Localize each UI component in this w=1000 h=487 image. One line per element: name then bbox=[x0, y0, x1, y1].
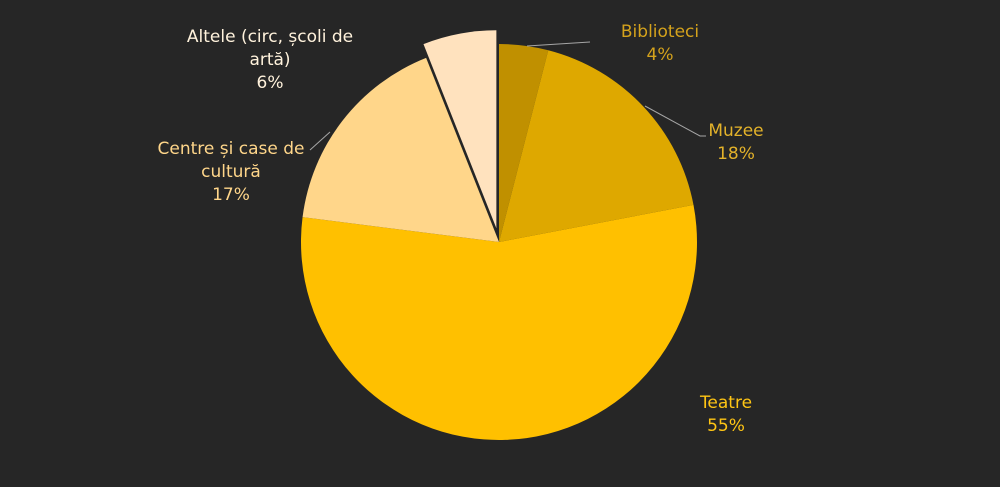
slice-value-label: 6% bbox=[257, 73, 284, 93]
slice-value-label: 18% bbox=[717, 144, 755, 164]
slice-label-muzee: Muzee 18% bbox=[708, 121, 763, 164]
leader-line-muzee bbox=[644, 105, 706, 137]
slice-value-label: 17% bbox=[212, 185, 250, 205]
slice-label-teatre: Teatre 55% bbox=[699, 393, 752, 436]
slice-category-label: Biblioteci bbox=[621, 22, 699, 42]
slice-category-label: Muzee bbox=[708, 121, 763, 141]
slice-value-label: 55% bbox=[707, 416, 745, 436]
slice-value-label: 4% bbox=[647, 45, 674, 65]
pie-slice-biblioteci bbox=[499, 44, 549, 242]
leader-line-biblioteci bbox=[526, 41, 591, 47]
pie-slice-centre-si-case-de-cultura bbox=[302, 57, 499, 243]
slice-label-centre-si-case-de-cultura: Centre și case de cultură 17% bbox=[158, 139, 305, 205]
pie-slice-teatre bbox=[301, 204, 697, 441]
slices-layer bbox=[301, 30, 697, 441]
pie-slice-altele-circ-scoli-de-arta bbox=[423, 30, 497, 229]
slice-category-label: Altele (circ, școli de artă) bbox=[187, 27, 353, 70]
leader-line-centre-si-case-de-cultura bbox=[309, 131, 331, 151]
slice-label-altele-circ-scoli-de-arta: Altele (circ, școli de artă) 6% bbox=[187, 27, 353, 93]
leader-lines-layer bbox=[309, 41, 706, 151]
slice-label-biblioteci: Biblioteci 4% bbox=[621, 22, 699, 65]
slice-category-label: Teatre bbox=[699, 393, 752, 413]
pie-slice-muzee bbox=[499, 50, 694, 242]
labels-layer: Biblioteci 4% Muzee 18% Teatre 55% Centre și c… bbox=[158, 22, 764, 436]
slice-category-label: Centre și case de cultură bbox=[158, 139, 305, 182]
